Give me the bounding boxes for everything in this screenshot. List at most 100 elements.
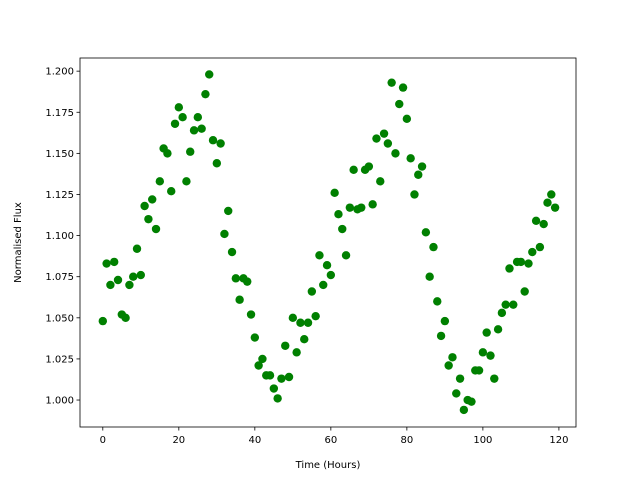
- x-axis-label: Time (Hours): [295, 460, 361, 471]
- data-point: [509, 300, 518, 309]
- data-point: [155, 177, 165, 186]
- data-point: [224, 206, 233, 216]
- x-tick-label: 100: [473, 435, 492, 446]
- data-point: [106, 280, 115, 290]
- y-tick-label: 1.050: [45, 313, 74, 324]
- data-point: [220, 229, 229, 239]
- data-point: [231, 274, 241, 283]
- data-point: [151, 224, 161, 234]
- data-point: [368, 200, 377, 209]
- data-point: [311, 311, 320, 321]
- data-point: [402, 114, 412, 124]
- data-point: [303, 318, 313, 327]
- data-point: [486, 351, 495, 360]
- data-point: [550, 203, 560, 212]
- data-point: [398, 83, 408, 92]
- data-point: [254, 361, 263, 370]
- data-point: [258, 354, 267, 364]
- data-point: [296, 318, 305, 327]
- data-point: [459, 405, 469, 415]
- x-tick-label: 80: [400, 435, 413, 446]
- data-point: [395, 99, 404, 109]
- y-tick-label: 1.125: [45, 190, 74, 201]
- data-point: [182, 177, 191, 186]
- data-point: [121, 313, 130, 323]
- y-tick-label: 1.025: [45, 354, 74, 365]
- data-point: [501, 300, 510, 309]
- data-point: [246, 310, 256, 319]
- data-point: [391, 149, 400, 158]
- data-point: [98, 316, 108, 326]
- data-point: [406, 154, 415, 163]
- x-tick-label: 60: [324, 435, 337, 446]
- y-tick-label: 1.150: [45, 149, 74, 160]
- data-point: [410, 190, 419, 199]
- data-point: [205, 70, 214, 79]
- data-point: [531, 216, 541, 225]
- data-point: [482, 328, 491, 337]
- x-tick-label: 120: [549, 435, 568, 446]
- data-point: [277, 374, 286, 383]
- data-points: [98, 70, 560, 415]
- data-point: [129, 272, 138, 281]
- data-point: [543, 198, 552, 207]
- data-point: [288, 313, 298, 323]
- data-point: [334, 210, 343, 219]
- data-point: [417, 162, 427, 171]
- data-point: [429, 242, 438, 252]
- data-point: [547, 190, 556, 199]
- data-point: [110, 257, 119, 267]
- data-point: [539, 219, 548, 229]
- data-point: [250, 333, 260, 342]
- data-point: [167, 186, 176, 196]
- data-point: [197, 124, 206, 133]
- data-point: [307, 287, 317, 296]
- data-point: [520, 287, 529, 296]
- data-point: [144, 214, 153, 224]
- data-point: [474, 366, 484, 375]
- data-point: [136, 270, 146, 280]
- data-point: [281, 341, 290, 350]
- data-point: [273, 394, 282, 403]
- data-point: [330, 188, 339, 198]
- data-point: [193, 112, 203, 122]
- x-tick-label: 40: [248, 435, 261, 446]
- data-point: [174, 103, 184, 112]
- data-point: [265, 371, 275, 380]
- data-point: [444, 361, 453, 370]
- y-axis-label: Normalised Flux: [13, 202, 24, 283]
- data-point: [349, 165, 358, 175]
- data-point: [505, 264, 514, 273]
- data-point: [186, 147, 195, 156]
- y-tick-label: 1.100: [45, 231, 74, 242]
- data-point: [379, 129, 389, 138]
- data-point: [448, 353, 457, 362]
- data-point: [535, 242, 545, 252]
- data-point: [163, 149, 172, 158]
- data-point: [357, 203, 366, 212]
- data-point: [455, 374, 465, 383]
- x-tick-label: 0: [100, 435, 106, 446]
- data-point: [201, 89, 210, 99]
- data-point: [524, 259, 533, 268]
- data-point: [528, 247, 537, 257]
- data-point: [433, 297, 442, 306]
- data-point: [414, 170, 423, 179]
- data-point: [452, 389, 461, 398]
- data-point: [140, 201, 149, 211]
- y-tick-label: 1.075: [45, 272, 74, 283]
- data-point: [170, 119, 180, 128]
- data-point: [376, 177, 385, 186]
- y-axis: 1.000 1.025 1.050 1.075 1.100 1.125 1.150 1.175…: [45, 67, 80, 407]
- data-point: [132, 244, 142, 253]
- data-point: [235, 295, 244, 304]
- data-point: [322, 260, 332, 270]
- data-point: [292, 348, 301, 357]
- data-point: [326, 270, 336, 280]
- data-point: [338, 224, 347, 234]
- data-point: [383, 139, 393, 148]
- data-point: [216, 139, 225, 148]
- data-point: [315, 251, 324, 260]
- y-tick-label: 1.200: [45, 67, 74, 78]
- data-point: [436, 331, 446, 341]
